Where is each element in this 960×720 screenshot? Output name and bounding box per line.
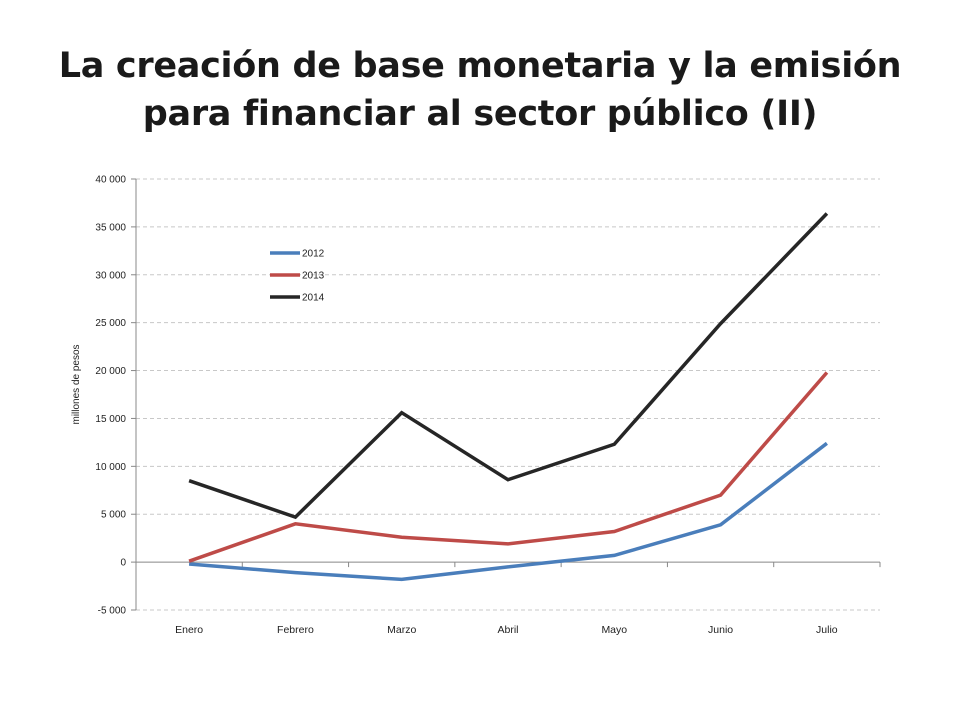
y-tick-label: 5 000 bbox=[101, 510, 126, 521]
y-tick-label: 25 000 bbox=[95, 318, 126, 329]
series-line-2014 bbox=[188, 212, 829, 520]
page-title-line-1: La creación de base monetaria y la emisi… bbox=[58, 46, 902, 86]
y-tick-label: 40 000 bbox=[95, 175, 126, 186]
legend-label-2012: 2012 bbox=[302, 249, 325, 260]
page-title: La creación de base monetaria y la emisi… bbox=[40, 42, 920, 138]
series-line-2013 bbox=[188, 371, 829, 563]
axes: -5 000 0 5 000 10 000 15 000 20 000 25 000 30 0… bbox=[71, 175, 881, 636]
y-tick-label: 0 bbox=[120, 558, 126, 569]
legend-label-2013: 2013 bbox=[302, 271, 325, 282]
y-tick-label: 35 000 bbox=[95, 222, 126, 233]
y-tick-label: 30 000 bbox=[95, 270, 126, 281]
series-lines bbox=[188, 212, 829, 582]
y-tick-label: -5 000 bbox=[98, 606, 127, 617]
legend-label-2014: 2014 bbox=[302, 293, 325, 304]
gridlines bbox=[136, 178, 880, 611]
x-tick-label: Abril bbox=[497, 624, 518, 636]
x-tick-label: Mayo bbox=[601, 624, 627, 636]
y-axis-label: millones de pesos bbox=[71, 344, 82, 424]
y-tick-label: 20 000 bbox=[95, 366, 126, 377]
x-tick-label: Enero bbox=[175, 624, 203, 636]
y-tick-label: 15 000 bbox=[95, 414, 126, 425]
x-tick-label: Junio bbox=[708, 624, 733, 636]
x-tick-label: Julio bbox=[816, 624, 838, 636]
page-title-line-2: para financiar al sector público (II) bbox=[142, 94, 818, 134]
series-line-2012 bbox=[188, 441, 828, 582]
y-tick-label: 10 000 bbox=[95, 462, 126, 473]
x-tick-label: Marzo bbox=[387, 624, 416, 636]
legend: 2012 2013 2014 bbox=[270, 249, 325, 304]
x-tick-label: Febrero bbox=[277, 624, 314, 636]
